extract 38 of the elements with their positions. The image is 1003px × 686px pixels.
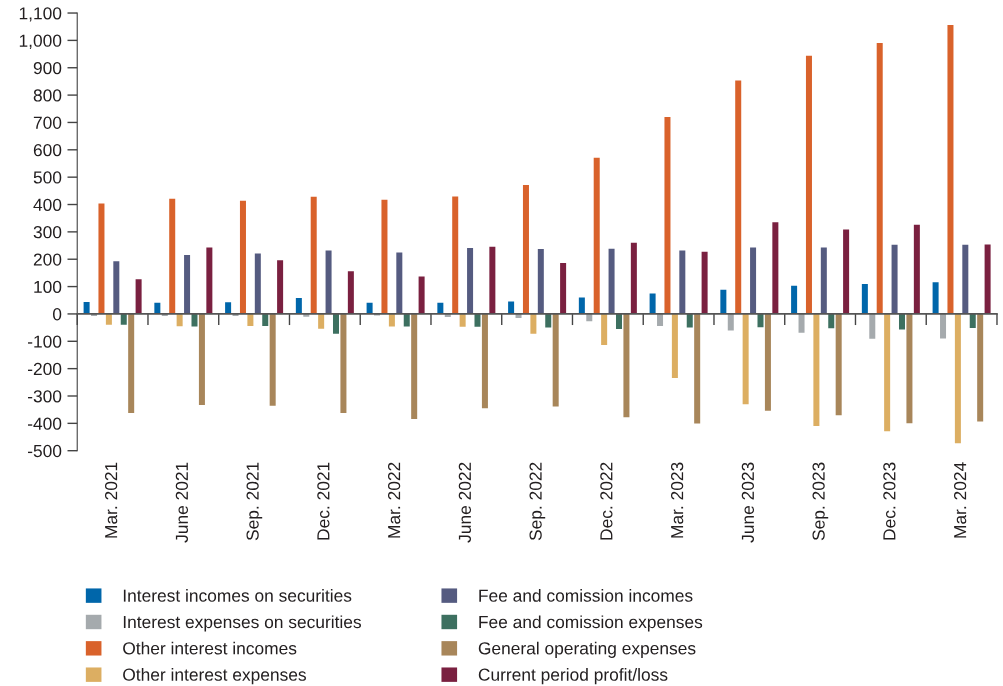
legend-label: Interest incomes on securities — [123, 589, 352, 602]
y-tick-label: 100 — [34, 280, 62, 294]
x-tick-label: June 2022 — [458, 462, 472, 543]
y-tick-label: 700 — [33, 116, 62, 129]
y-tick-label: -500 — [27, 444, 62, 458]
legend-label: Interest expenses on securities — [123, 615, 361, 632]
y-tick-label: -300 — [27, 390, 62, 403]
y-tick-label: -400 — [27, 417, 62, 430]
x-tick-label: June 2021 — [175, 462, 189, 543]
legend-label: Fee and comission incomes — [479, 589, 693, 602]
x-tick-label: Sep. 2022 — [529, 462, 546, 541]
y-tick-label: -100 — [27, 335, 62, 348]
x-tick-label: Sep. 2023 — [812, 462, 829, 541]
x-tick-label: Dec. 2022 — [600, 462, 613, 540]
y-tick-label: 200 — [33, 253, 62, 266]
x-tick-label: Mar. 2023 — [670, 462, 684, 538]
x-tick-label: Mar. 2024 — [953, 462, 967, 538]
x-tick-label: Mar. 2022 — [387, 462, 401, 538]
y-tick-label: 500 — [33, 171, 62, 184]
y-tick-label: 800 — [33, 89, 62, 102]
y-tick-label: 400 — [33, 198, 62, 211]
x-tick-label: Mar. 2021 — [104, 462, 118, 538]
y-tick-label: 900 — [33, 61, 62, 75]
y-tick-label: 300 — [33, 226, 62, 239]
y-tick-label: -200 — [27, 362, 62, 376]
x-tick-label: June 2023 — [741, 462, 755, 543]
legend-label: Other interest incomes — [123, 641, 297, 655]
y-tick-label: 1,000 — [19, 34, 62, 49]
x-tick-label: Dec. 2021 — [317, 462, 330, 540]
y-tick-label: 0 — [52, 308, 62, 321]
y-tick-label: 1,100 — [19, 7, 62, 22]
legend-label: General operating expenses — [478, 641, 696, 658]
legend-label: Other interest expenses — [123, 668, 306, 685]
x-tick-label: Sep. 2021 — [246, 462, 263, 541]
y-tick-label: 600 — [33, 143, 62, 157]
legend-label: Current period profit/loss — [478, 668, 668, 685]
legend-label: Fee and comission expenses — [479, 615, 703, 632]
x-tick-label: Dec. 2023 — [883, 462, 896, 540]
